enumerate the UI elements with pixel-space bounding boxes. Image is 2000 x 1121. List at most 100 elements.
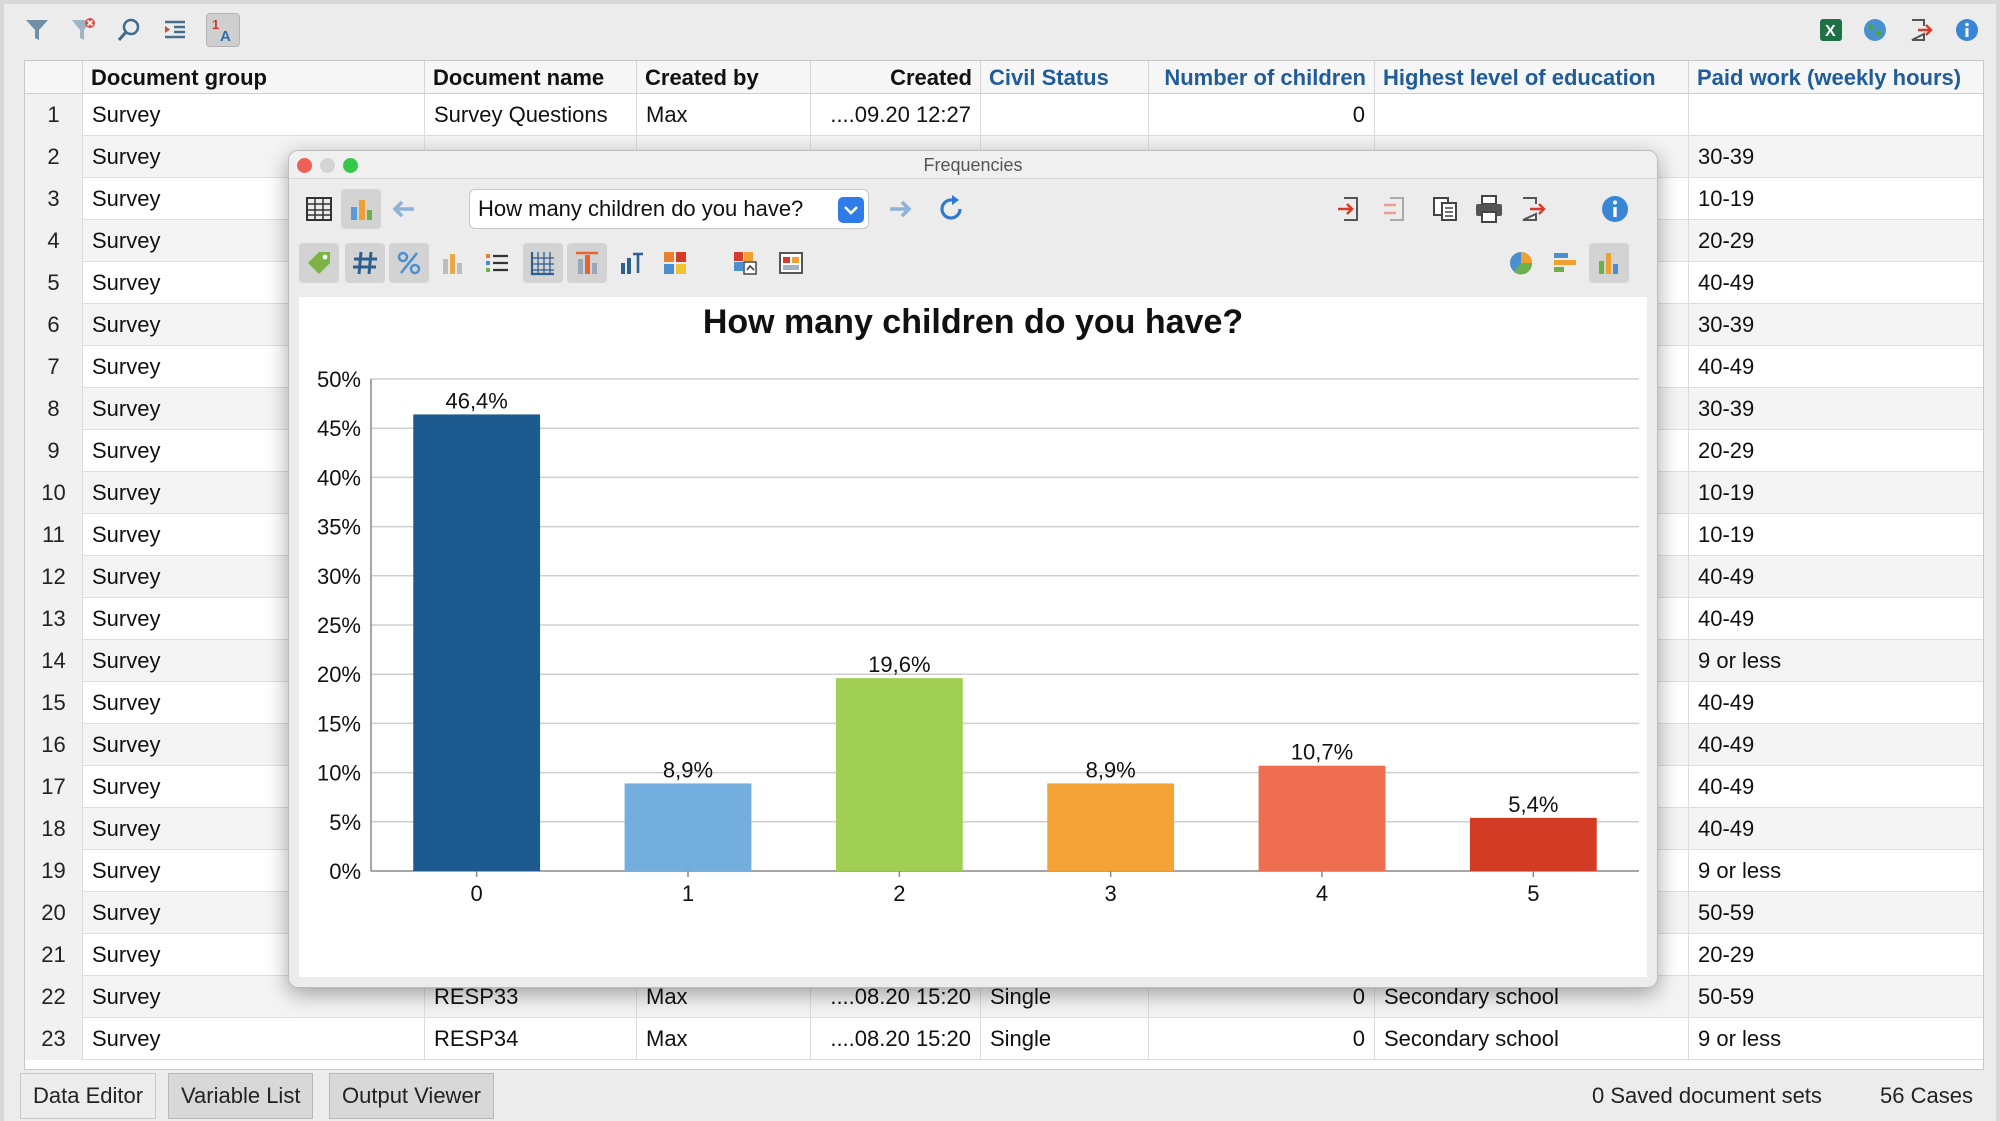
cell-highest-level-of-education[interactable] — [1375, 388, 1689, 430]
cell-paid-work-weekly-hours[interactable]: 50-59 — [1689, 976, 1983, 1018]
import-icon[interactable] — [1329, 189, 1369, 229]
excel-icon[interactable]: X — [1814, 13, 1848, 47]
bar-top-icon[interactable] — [567, 243, 607, 283]
cell-highest-level-of-education[interactable] — [1375, 892, 1689, 934]
cell-document-name[interactable]: Survey Questions — [425, 94, 637, 136]
tab-data-editor[interactable]: Data Editor — [20, 1073, 157, 1119]
cell-created-by[interactable]: Max — [637, 976, 811, 1018]
question-select[interactable]: How many children do you have? — [469, 189, 869, 229]
cell-civil-status[interactable]: Single — [981, 976, 1149, 1018]
pie-chart-icon[interactable] — [1501, 243, 1541, 283]
cell-paid-work-weekly-hours[interactable]: 40-49 — [1689, 808, 1983, 850]
table-row[interactable]: 1 Survey Survey Questions Max ....09.20 12:2… — [25, 94, 1983, 136]
bar-values-icon[interactable] — [433, 243, 473, 283]
forward-arrow-icon[interactable] — [881, 189, 921, 229]
back-arrow-icon[interactable] — [383, 189, 423, 229]
export-icon[interactable] — [1904, 13, 1938, 47]
cell-paid-work-weekly-hours[interactable]: 40-49 — [1689, 598, 1983, 640]
cell-paid-work-weekly-hours[interactable]: 30-39 — [1689, 136, 1983, 178]
cell-paid-work-weekly-hours[interactable]: 40-49 — [1689, 262, 1983, 304]
cell-paid-work-weekly-hours[interactable]: 9 or less — [1689, 850, 1983, 892]
horizontal-bar-icon[interactable] — [1545, 243, 1585, 283]
cell-paid-work-weekly-hours[interactable]: 40-49 — [1689, 346, 1983, 388]
filter-icon[interactable] — [20, 13, 54, 47]
cell-highest-level-of-education[interactable] — [1375, 556, 1689, 598]
grid-icon[interactable] — [523, 243, 563, 283]
copy-icon[interactable] — [1425, 189, 1465, 229]
tab-output-viewer[interactable]: Output Viewer — [329, 1073, 495, 1119]
cell-paid-work-weekly-hours[interactable]: 10-19 — [1689, 514, 1983, 556]
cell-number-of-children[interactable]: 0 — [1149, 1018, 1375, 1060]
cell-highest-level-of-education[interactable]: Secondary school — [1375, 1018, 1689, 1060]
cell-paid-work-weekly-hours[interactable]: 40-49 — [1689, 682, 1983, 724]
cell-civil-status[interactable] — [981, 94, 1149, 136]
info-icon[interactable] — [1950, 13, 1984, 47]
column-header-row-number[interactable] — [25, 61, 83, 94]
cell-paid-work-weekly-hours[interactable]: 20-29 — [1689, 430, 1983, 472]
cell-paid-work-weekly-hours[interactable]: 20-29 — [1689, 934, 1983, 976]
column-header-document-group[interactable]: Document group — [83, 61, 425, 94]
zoom-window-button[interactable] — [343, 158, 358, 173]
label-icon[interactable] — [299, 243, 339, 283]
cell-paid-work-weekly-hours[interactable]: 40-49 — [1689, 766, 1983, 808]
cell-paid-work-weekly-hours[interactable]: 50-59 — [1689, 892, 1983, 934]
cell-paid-work-weekly-hours[interactable]: 30-39 — [1689, 388, 1983, 430]
layout-icon[interactable] — [771, 243, 811, 283]
cell-document-group[interactable]: Survey — [83, 1018, 425, 1060]
cell-paid-work-weekly-hours[interactable]: 40-49 — [1689, 556, 1983, 598]
cell-paid-work-weekly-hours[interactable]: 30-39 — [1689, 304, 1983, 346]
cell-document-group[interactable]: Survey — [83, 976, 425, 1018]
refresh-icon[interactable] — [931, 189, 971, 229]
cell-civil-status[interactable]: Single — [981, 1018, 1149, 1060]
cell-paid-work-weekly-hours[interactable]: 10-19 — [1689, 472, 1983, 514]
column-header-number-of-children[interactable]: Number of children — [1149, 61, 1375, 94]
import-disabled-icon[interactable] — [1375, 189, 1415, 229]
cell-highest-level-of-education[interactable] — [1375, 178, 1689, 220]
info-icon[interactable] — [1595, 189, 1635, 229]
column-header-civil-status[interactable]: Civil Status — [981, 61, 1149, 94]
indent-icon[interactable] — [158, 13, 192, 47]
globe-icon[interactable] — [1858, 13, 1892, 47]
table-row[interactable]: 22 Survey RESP33 Max ....08.20 15:20 Single 0 S… — [25, 976, 1983, 1018]
cell-highest-level-of-education[interactable] — [1375, 850, 1689, 892]
chevron-down-icon[interactable] — [838, 197, 864, 223]
column-header-paid-work-weekly-hours[interactable]: Paid work (weekly hours) — [1689, 61, 1983, 94]
search-icon[interactable] — [112, 13, 146, 47]
vertical-bar-icon[interactable] — [1589, 243, 1629, 283]
cell-document-group[interactable]: Survey — [83, 430, 425, 472]
cell-highest-level-of-education[interactable] — [1375, 598, 1689, 640]
cell-created-by[interactable]: Max — [637, 94, 811, 136]
clear-filter-icon[interactable] — [66, 13, 100, 47]
chart-view-icon[interactable] — [341, 189, 381, 229]
tab-variable-list[interactable]: Variable List — [168, 1073, 314, 1119]
minimize-window-button[interactable] — [320, 158, 335, 173]
cell-highest-level-of-education[interactable] — [1375, 682, 1689, 724]
cell-created[interactable]: ....09.20 12:27 — [811, 94, 981, 136]
cell-document-group[interactable]: Survey — [83, 304, 425, 346]
color-fill-icon[interactable] — [725, 243, 765, 283]
list-icon[interactable] — [477, 243, 517, 283]
export-icon[interactable] — [1513, 189, 1553, 229]
cell-document-name[interactable]: RESP34 — [425, 1018, 637, 1060]
percent-icon[interactable] — [389, 243, 429, 283]
cell-number-of-children[interactable]: 0 — [1149, 976, 1375, 1018]
cell-document-group[interactable]: Survey — [83, 136, 425, 178]
cell-highest-level-of-education[interactable] — [1375, 304, 1689, 346]
table-view-icon[interactable] — [299, 189, 339, 229]
cell-paid-work-weekly-hours[interactable]: 40-49 — [1689, 724, 1983, 766]
column-header-highest-level-of-education[interactable]: Highest level of education — [1375, 61, 1689, 94]
cell-highest-level-of-education[interactable] — [1375, 472, 1689, 514]
table-row[interactable]: 23 Survey RESP34 Max ....08.20 15:20 Single 0 S… — [25, 1018, 1983, 1060]
cell-document-group[interactable]: Survey — [83, 598, 425, 640]
cell-highest-level-of-education[interactable] — [1375, 346, 1689, 388]
cell-document-group[interactable]: Survey — [83, 640, 425, 682]
cell-number-of-children[interactable]: 0 — [1149, 94, 1375, 136]
print-icon[interactable] — [1469, 189, 1509, 229]
cell-document-group[interactable]: Survey — [83, 178, 425, 220]
cell-highest-level-of-education[interactable] — [1375, 514, 1689, 556]
cell-highest-level-of-education[interactable] — [1375, 94, 1689, 136]
column-header-created-by[interactable]: Created by — [637, 61, 811, 94]
cell-highest-level-of-education[interactable] — [1375, 640, 1689, 682]
cell-paid-work-weekly-hours[interactable]: 9 or less — [1689, 640, 1983, 682]
cell-document-group[interactable]: Survey — [83, 94, 425, 136]
